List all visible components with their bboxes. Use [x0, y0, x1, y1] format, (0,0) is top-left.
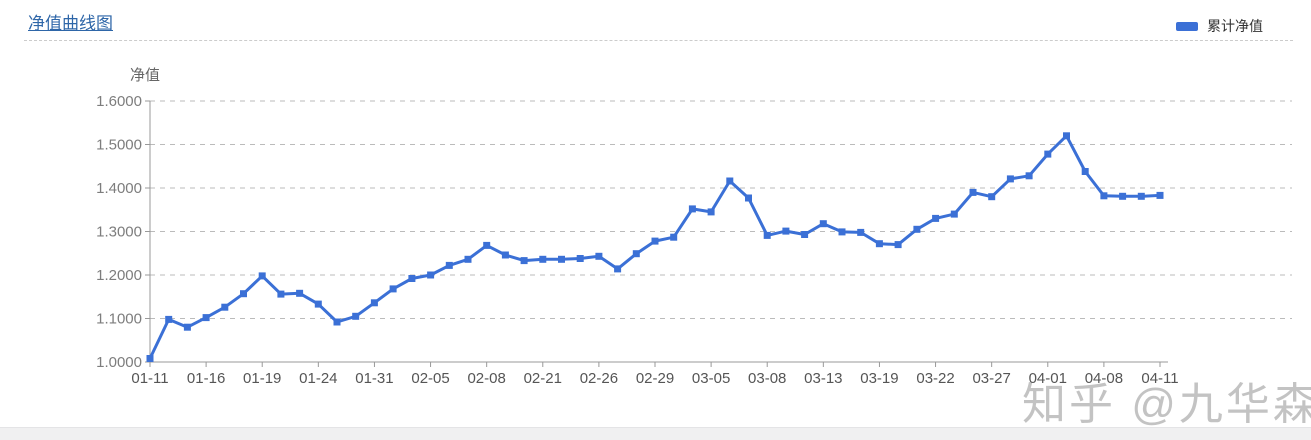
- data-point-marker[interactable]: [670, 233, 678, 241]
- x-tick-label: 04-08: [1085, 370, 1123, 387]
- data-point-marker[interactable]: [221, 303, 229, 311]
- data-point-marker[interactable]: [258, 272, 266, 280]
- data-point-marker[interactable]: [614, 265, 622, 273]
- data-point-marker[interactable]: [1025, 172, 1033, 180]
- data-point-marker[interactable]: [632, 250, 640, 258]
- data-point-marker[interactable]: [146, 355, 154, 362]
- data-point-marker[interactable]: [183, 323, 191, 331]
- y-tick-label: 1.3000: [96, 224, 142, 241]
- data-point-marker[interactable]: [782, 227, 790, 235]
- x-tick-label: 01-31: [355, 370, 393, 387]
- y-tick-label: 1.2000: [96, 267, 142, 284]
- x-tick-label: 03-05: [692, 370, 730, 387]
- data-point-marker[interactable]: [595, 252, 603, 260]
- x-tick-label: 04-11: [1141, 370, 1178, 387]
- x-tick-label: 03-27: [972, 370, 1010, 387]
- data-point-marker[interactable]: [296, 289, 304, 297]
- data-point-marker[interactable]: [857, 228, 865, 236]
- data-point-marker[interactable]: [445, 261, 453, 269]
- data-point-marker[interactable]: [875, 240, 883, 248]
- data-point-marker[interactable]: [539, 255, 547, 263]
- x-tick-label: 01-19: [243, 370, 281, 387]
- data-point-marker[interactable]: [165, 315, 173, 323]
- y-tick-label: 1.1000: [96, 311, 142, 328]
- data-point-marker[interactable]: [1119, 192, 1127, 200]
- y-tick-label: 1.6000: [96, 93, 142, 110]
- data-point-marker[interactable]: [277, 290, 285, 298]
- x-tick-label: 01-24: [299, 370, 337, 387]
- data-point-marker[interactable]: [688, 205, 696, 213]
- data-point-marker[interactable]: [314, 300, 322, 308]
- x-tick-label: 04-01: [1029, 370, 1067, 387]
- data-point-marker[interactable]: [801, 231, 809, 238]
- data-point-marker[interactable]: [370, 299, 378, 307]
- data-point-marker[interactable]: [745, 194, 752, 202]
- data-point-marker[interactable]: [1081, 168, 1089, 175]
- y-tick-label: 1.5000: [96, 137, 142, 154]
- data-point-marker[interactable]: [1156, 191, 1164, 199]
- data-point-marker[interactable]: [1006, 175, 1014, 183]
- data-point-marker[interactable]: [1044, 150, 1052, 158]
- data-point-marker[interactable]: [838, 228, 846, 236]
- data-point-marker[interactable]: [202, 314, 210, 322]
- chart-title-link[interactable]: 净值曲线图: [28, 14, 113, 33]
- x-tick-label: 02-08: [467, 370, 505, 387]
- data-point-marker[interactable]: [707, 208, 715, 216]
- data-point-marker[interactable]: [969, 188, 977, 196]
- data-point-marker[interactable]: [389, 285, 397, 293]
- data-point-marker[interactable]: [932, 214, 940, 222]
- data-point-marker[interactable]: [240, 290, 247, 298]
- data-point-marker[interactable]: [763, 231, 771, 239]
- data-point-marker[interactable]: [913, 225, 921, 233]
- data-point-marker[interactable]: [950, 210, 958, 218]
- data-point-marker[interactable]: [520, 257, 528, 265]
- data-point-marker[interactable]: [427, 271, 435, 279]
- x-tick-label: 01-11: [131, 370, 168, 387]
- data-point-marker[interactable]: [408, 275, 416, 282]
- x-tick-label: 02-21: [524, 370, 562, 387]
- x-tick-label: 02-29: [636, 370, 674, 387]
- legend-swatch-icon: [1176, 21, 1198, 31]
- x-tick-label: 02-05: [411, 370, 449, 387]
- x-tick-label: 03-13: [804, 370, 842, 387]
- data-point-marker[interactable]: [333, 318, 341, 326]
- data-point-marker[interactable]: [501, 251, 509, 259]
- data-point-marker[interactable]: [352, 312, 360, 320]
- y-axis-title: 净值: [130, 67, 161, 84]
- header-divider: [24, 40, 1293, 41]
- x-tick-label: 01-16: [187, 370, 225, 387]
- x-tick-label: 03-08: [748, 370, 786, 387]
- legend-label: 累计净值: [1207, 18, 1263, 34]
- data-point-marker[interactable]: [1100, 192, 1108, 200]
- footer-bar: [0, 427, 1311, 440]
- x-tick-label: 02-26: [580, 370, 618, 387]
- data-point-marker[interactable]: [1063, 132, 1070, 140]
- x-tick-label: 03-19: [860, 370, 898, 387]
- series-line-cumulative-net-value: [148, 134, 1162, 360]
- x-tick-label: 03-22: [916, 370, 954, 387]
- data-point-marker[interactable]: [726, 177, 734, 185]
- data-point-marker[interactable]: [483, 241, 491, 249]
- data-point-marker[interactable]: [576, 255, 584, 262]
- legend-item-cumulative-net-value[interactable]: 累计净值: [1176, 16, 1263, 36]
- y-tick-label: 1.0000: [96, 354, 142, 371]
- data-point-marker[interactable]: [894, 241, 902, 249]
- data-point-marker[interactable]: [988, 193, 996, 201]
- data-point-marker[interactable]: [558, 255, 565, 263]
- data-point-marker[interactable]: [464, 255, 472, 263]
- y-tick-label: 1.4000: [96, 180, 142, 197]
- data-point-marker[interactable]: [1137, 192, 1145, 200]
- data-point-marker[interactable]: [651, 237, 659, 245]
- data-point-marker[interactable]: [819, 220, 827, 228]
